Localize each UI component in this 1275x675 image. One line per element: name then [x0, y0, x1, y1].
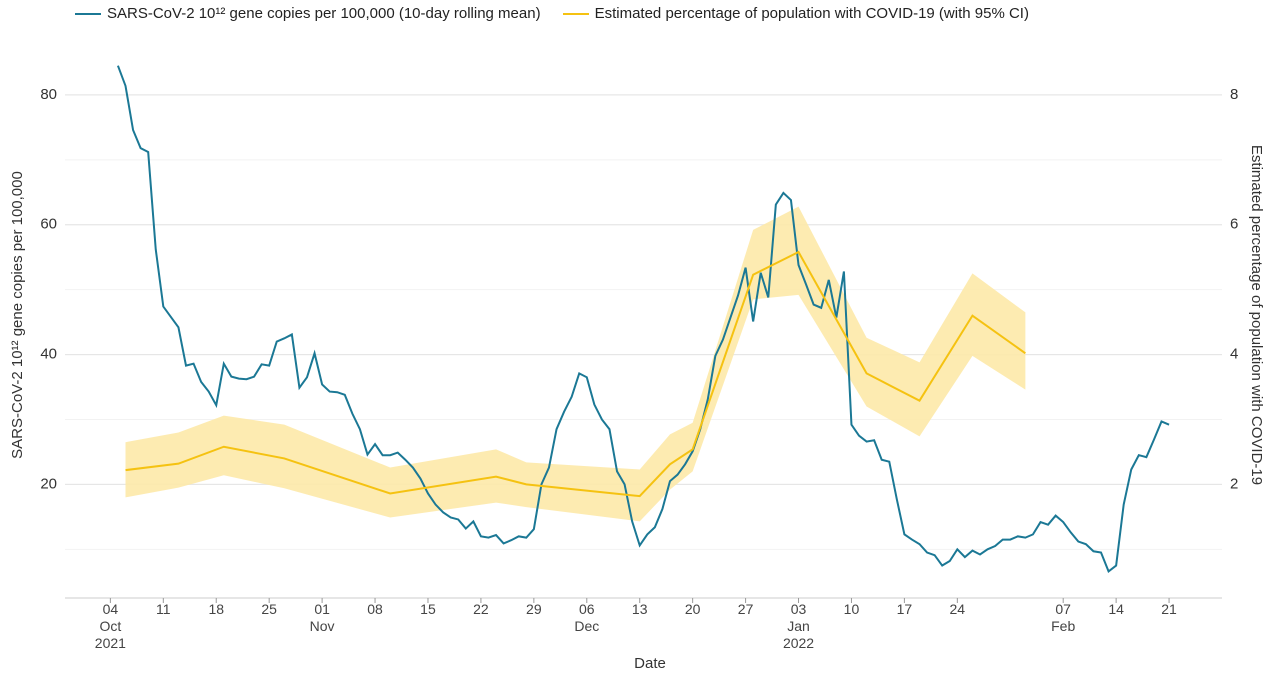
- x-tick-label: 20: [684, 601, 701, 617]
- x-tick-label: 21: [1161, 601, 1177, 617]
- x-tick-label: 13: [631, 601, 648, 617]
- x-tick-label: 07 Feb: [1051, 601, 1076, 634]
- x-tick-label: 08: [367, 601, 383, 617]
- series-line: [125, 250, 1026, 498]
- legend-label: Estimated percentage of population with …: [594, 5, 1029, 22]
- x-tick-label: 10: [843, 601, 860, 617]
- y-tick-label: 60: [40, 216, 57, 233]
- y2-tick-label: 6: [1230, 216, 1238, 233]
- y-tick-label: 20: [40, 475, 57, 492]
- x-tick-label: 29: [526, 601, 542, 617]
- legend-item: SARS-CoV-2 10¹² gene copies per 100,000 …: [75, 5, 541, 22]
- x-tick-label: 27: [737, 601, 754, 617]
- y-tick-label: 80: [40, 86, 57, 103]
- x-tick-label: 06 Dec: [574, 601, 600, 634]
- x-tick-label: 25: [261, 601, 277, 617]
- y-axis-label: SARS-CoV-2 10¹² gene copies per 100,000: [9, 171, 26, 459]
- legend-swatch: [562, 12, 589, 15]
- x-tick-label: 04 Oct 2021: [94, 601, 126, 651]
- y2-tick-label: 8: [1230, 86, 1238, 103]
- x-tick-label: 03 Jan 2022: [782, 601, 815, 651]
- x-tick-label: 22: [473, 601, 489, 617]
- legend-swatch: [75, 12, 101, 15]
- confidence-band: [125, 206, 1026, 522]
- legend-label: SARS-CoV-2 10¹² gene copies per 100,000 …: [107, 5, 541, 22]
- x-tick-label: 15: [420, 601, 436, 617]
- legend: SARS-CoV-2 10¹² gene copies per 100,000 …: [75, 5, 1029, 22]
- x-tick-label: 01 Nov: [309, 601, 335, 634]
- y2-axis-label: Estimated percentage of population with …: [1248, 145, 1265, 485]
- x-tick-label: 24: [949, 601, 966, 617]
- x-tick-label: 17: [896, 601, 913, 617]
- y2-tick-label: 2: [1230, 475, 1238, 492]
- x-tick-label: 18: [208, 601, 225, 617]
- series-line: [116, 65, 1170, 573]
- x-tick-label: 11: [156, 601, 171, 617]
- x-axis-label: Date: [634, 655, 666, 672]
- y2-tick-label: 4: [1230, 346, 1238, 363]
- y-tick-label: 40: [40, 346, 57, 363]
- legend-item: Estimated percentage of population with …: [562, 5, 1029, 22]
- x-tick-label: 14: [1108, 601, 1124, 617]
